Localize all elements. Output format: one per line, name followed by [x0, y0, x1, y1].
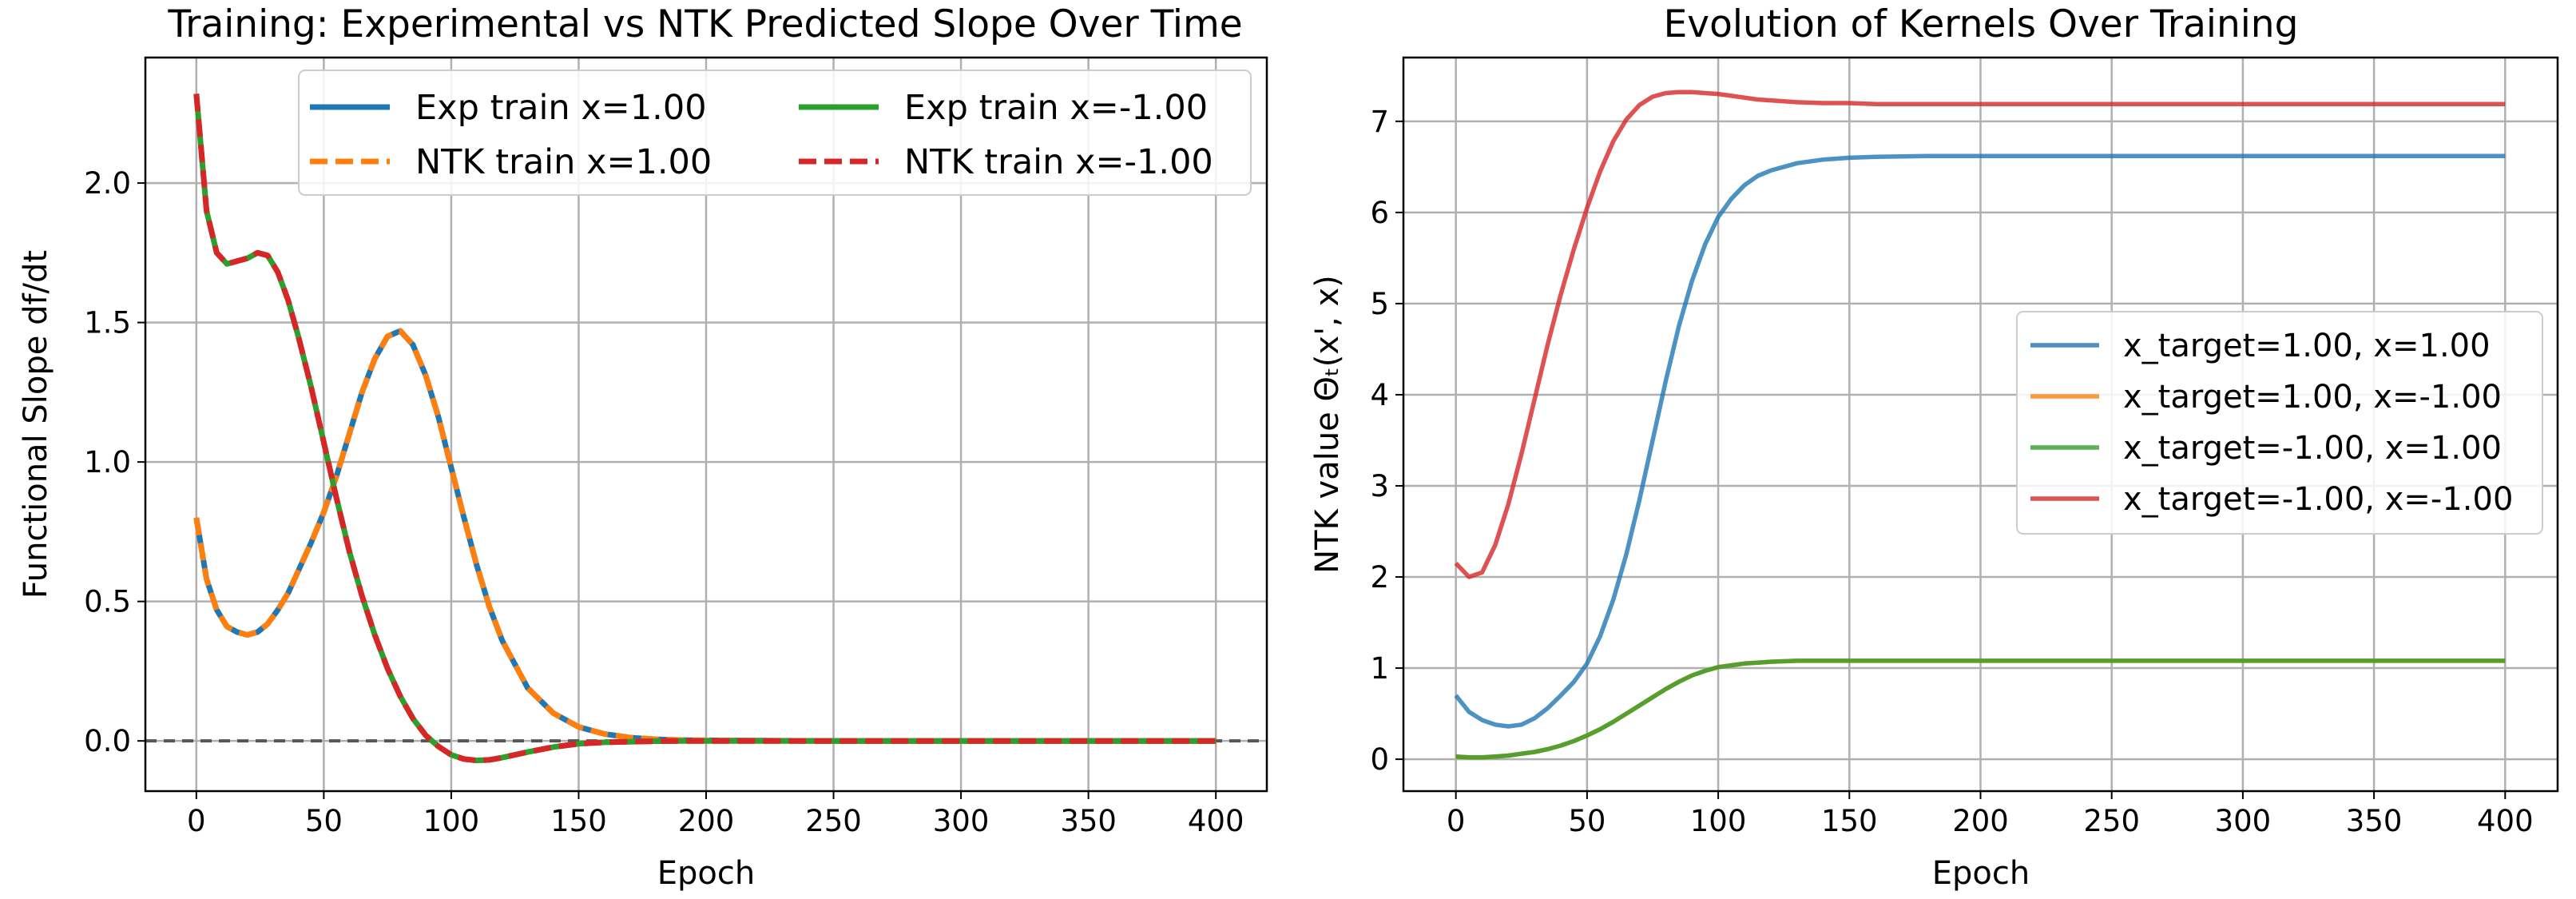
x-tick-label: 300 — [2215, 804, 2272, 838]
x-tick-label: 200 — [1952, 804, 2009, 838]
left-chart-panel: Training: Experimental vs NTK Predicted … — [18, 2, 1268, 892]
series-line-4 — [1454, 90, 2506, 579]
y-tick-label: 2.0 — [84, 166, 131, 201]
y-tick-label: 4 — [1370, 378, 1389, 412]
x-tick-label: 250 — [805, 804, 862, 838]
right-chart-panel: Evolution of Kernels Over Training 0 50 10… — [1309, 2, 2559, 892]
left-legend: Exp train x=1.00 NTK train x=1.00 Exp trai… — [298, 70, 1252, 196]
y-tick-label: 2 — [1370, 560, 1389, 595]
x-tick-label: 150 — [1821, 804, 1878, 838]
x-tick-label: 0 — [1447, 804, 1466, 838]
legend-label: Exp train x=-1.00 — [904, 88, 1208, 128]
y-tick-label: 3 — [1370, 469, 1389, 503]
legend-label: NTK train x=1.00 — [415, 142, 712, 182]
legend-label: x_target=-1.00, x=1.00 — [2123, 430, 2502, 467]
left-legend-box — [298, 70, 1252, 196]
x-tick-label: 350 — [2346, 804, 2403, 838]
legend-label: NTK train x=-1.00 — [904, 142, 1213, 182]
right-y-ticks: 0 1 2 3 4 5 6 7 — [1370, 105, 1403, 777]
x-tick-label: 400 — [1188, 804, 1244, 838]
legend-label: x_target=1.00, x=1.00 — [2123, 328, 2491, 364]
x-tick-label: 300 — [933, 804, 990, 838]
y-tick-label: 7 — [1370, 105, 1389, 139]
right-x-axis-label: Epoch — [1932, 855, 2030, 892]
series-line-4 — [193, 93, 1217, 764]
legend-label: x_target=-1.00, x=-1.00 — [2123, 481, 2513, 518]
y-tick-label: 1.0 — [84, 445, 131, 479]
x-tick-label: 400 — [2477, 804, 2534, 838]
y-tick-label: 1.5 — [84, 306, 131, 340]
left-series-lines — [193, 93, 1217, 764]
y-tick-label: 5 — [1370, 287, 1389, 321]
legend-label: x_target=1.00, x=-1.00 — [2123, 379, 2502, 416]
right-y-axis-label: NTK value Θₜ(x', x) — [1309, 275, 1346, 574]
x-tick-label: 50 — [1568, 804, 1606, 838]
right-legend: x_target=1.00, x=1.00 x_target=1.00, x=-1… — [2016, 311, 2543, 535]
right-x-ticks: 0 50 100 150 200 250 300 350 400 — [1447, 791, 2534, 838]
left-x-ticks: 0 50 100 150 200 250 300 350 400 — [187, 791, 1244, 838]
series-line-1 — [1454, 153, 2506, 729]
y-tick-label: 0.5 — [84, 585, 131, 619]
x-tick-label: 50 — [305, 804, 343, 838]
series-line-3 — [1455, 658, 2506, 760]
left-x-axis-label: Epoch — [657, 855, 755, 892]
legend-label: Exp train x=1.00 — [415, 88, 707, 128]
y-tick-label: 6 — [1370, 196, 1389, 230]
right-legend-box — [2016, 311, 2543, 535]
y-tick-label: 1 — [1370, 651, 1389, 686]
y-tick-label: 0 — [1370, 742, 1389, 777]
right-series-lines — [1454, 90, 2506, 760]
left-y-ticks: 0.0 0.5 1.0 1.5 2.0 — [84, 166, 145, 758]
x-tick-label: 250 — [2083, 804, 2140, 838]
x-tick-label: 100 — [423, 804, 480, 838]
y-tick-label: 0.0 — [84, 724, 131, 758]
x-tick-label: 0 — [187, 804, 206, 838]
right-chart-title: Evolution of Kernels Over Training — [1664, 2, 2299, 46]
x-tick-label: 100 — [1690, 804, 1747, 838]
left-y-axis-label: Functional Slope df/dt — [18, 250, 54, 599]
left-chart-title: Training: Experimental vs NTK Predicted … — [167, 2, 1242, 46]
x-tick-label: 200 — [678, 804, 735, 838]
x-tick-label: 150 — [550, 804, 607, 838]
x-tick-label: 350 — [1060, 804, 1117, 838]
